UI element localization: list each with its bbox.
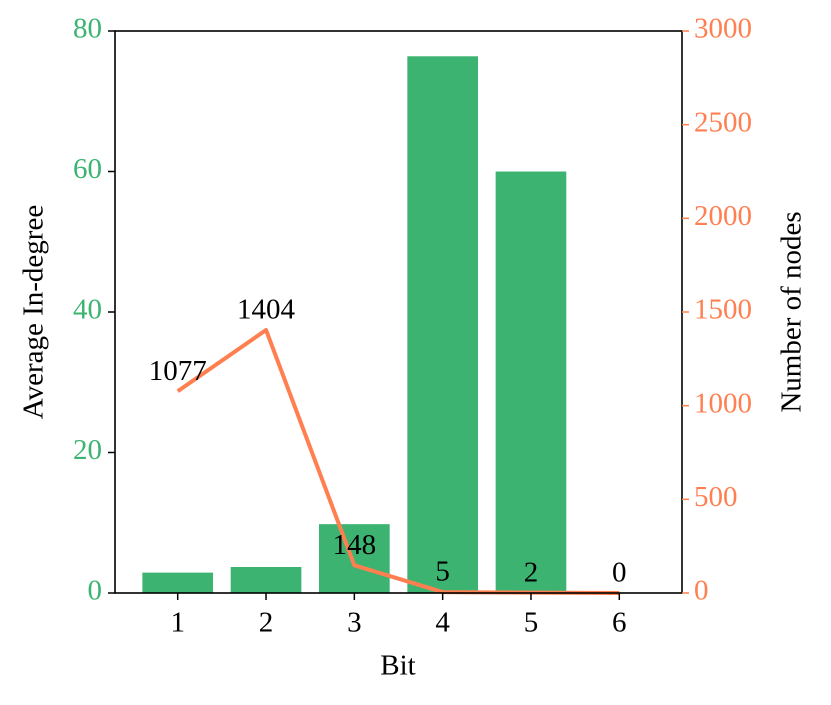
y2-tick-label: 0 xyxy=(694,575,709,607)
y2-tick-label: 3000 xyxy=(694,13,752,45)
y-axis-label: Average In-degree xyxy=(18,205,50,419)
y-tick-label: 40 xyxy=(73,294,102,326)
y2-tick-label: 1500 xyxy=(694,294,752,326)
y2-tick-label: 500 xyxy=(694,481,738,513)
x-tick-label: 2 xyxy=(259,607,274,639)
data-label: 1404 xyxy=(237,294,296,326)
x-axis-label: Bit xyxy=(380,650,415,682)
y2-tick-label: 1000 xyxy=(694,387,752,419)
y-tick-label: 20 xyxy=(73,434,102,466)
y2-axis-label: Number of nodes xyxy=(776,211,808,412)
data-label: 0 xyxy=(612,557,627,589)
x-tick-label: 6 xyxy=(612,607,627,639)
y-tick-label: 0 xyxy=(88,575,103,607)
data-label: 1077 xyxy=(149,355,207,387)
bar xyxy=(407,56,478,594)
x-tick-label: 5 xyxy=(524,607,539,639)
x-tick-label: 1 xyxy=(170,607,185,639)
data-label: 148 xyxy=(333,529,377,561)
bar xyxy=(495,171,567,593)
plot-frame xyxy=(114,30,683,594)
y-tick-label: 60 xyxy=(73,153,102,185)
bar xyxy=(319,524,390,593)
bar xyxy=(230,567,302,593)
bar xyxy=(142,572,214,593)
y-tick-label: 80 xyxy=(73,13,102,45)
y2-tick-label: 2500 xyxy=(694,106,752,138)
data-label: 2 xyxy=(524,556,539,588)
x-tick-label: 3 xyxy=(347,607,362,639)
data-label: 5 xyxy=(435,556,450,588)
y2-tick-label: 2000 xyxy=(694,200,752,232)
x-tick-label: 4 xyxy=(435,607,450,639)
